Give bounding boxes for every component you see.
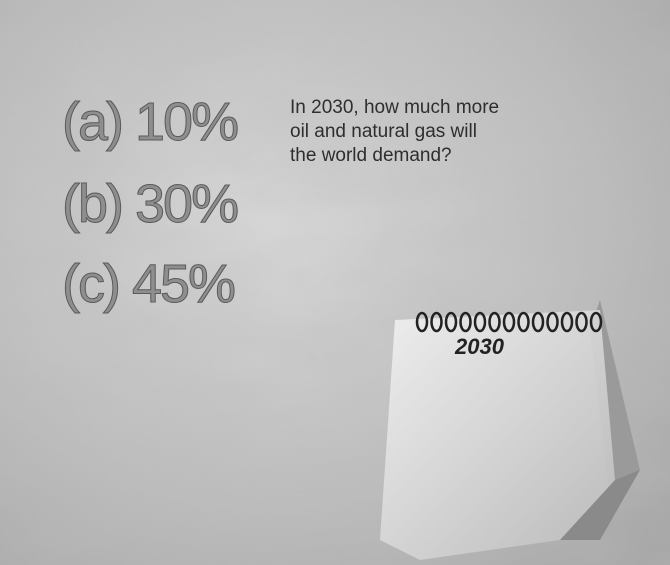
- question-line: In 2030, how much more: [290, 97, 499, 118]
- question-line: the world demand?: [290, 145, 452, 166]
- option: (a) 10%: [62, 92, 238, 152]
- quiz-card: (a) 10% (b) 30% (c) 45% In 2030, how muc…: [0, 0, 670, 565]
- question-line: oil and natural gas will: [290, 121, 477, 142]
- option: (b) 30%: [62, 174, 238, 234]
- option: (c) 45%: [62, 254, 235, 314]
- calendar-year: 2030: [454, 334, 505, 359]
- desk-calendar: 2030: [380, 300, 640, 560]
